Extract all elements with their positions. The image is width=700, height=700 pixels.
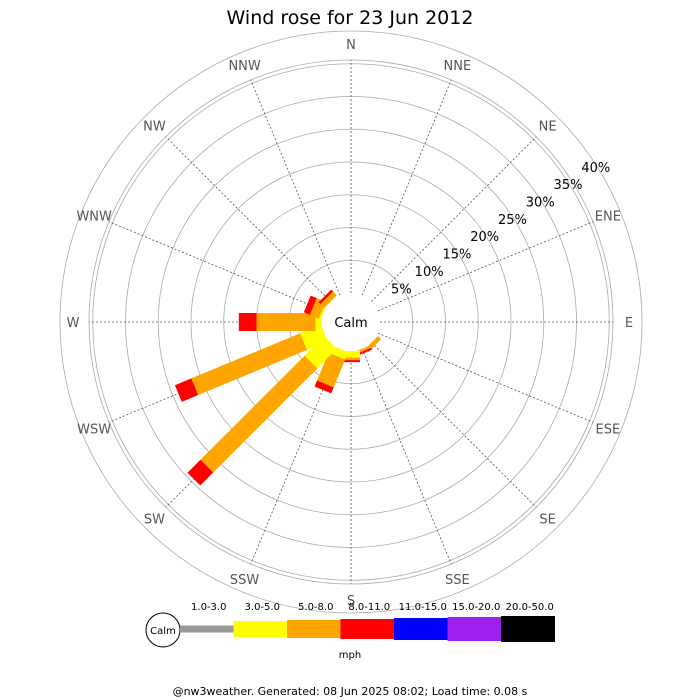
bar-w-bin-2 [256, 313, 316, 331]
direction-label-ene: ENE [595, 210, 621, 225]
spoke-ene [377, 221, 594, 312]
legend-swatch-1 [233, 621, 288, 637]
bar-wsw-bin-3 [174, 378, 199, 402]
legend-bin-label: 15.0-20.0 [452, 602, 500, 613]
legend-bin-label: 3.0-5.0 [245, 602, 280, 613]
ring-label: 15% [442, 248, 471, 263]
legend-unit: mph [339, 650, 361, 661]
bar-wsw-bin-2 [191, 333, 308, 396]
legend-swatch-5 [447, 617, 502, 641]
legend-swatch-0 [180, 625, 234, 633]
bar-wnw-bin-3 [303, 295, 317, 315]
legend-bin-label: 1.0-3.0 [191, 602, 226, 613]
grid-ring [223, 194, 479, 450]
spoke-nne [361, 79, 452, 296]
direction-label-sse: SSE [445, 573, 470, 588]
spoke-se [371, 342, 537, 508]
direction-label-s: S [347, 594, 355, 609]
direction-label-ssw: SSW [230, 573, 260, 588]
legend-swatch-4 [394, 618, 448, 640]
bar-nw-bin-3 [318, 289, 334, 305]
spoke-sse [361, 348, 452, 565]
bar-ssw-bin-2 [317, 352, 346, 388]
calm-label: Calm [334, 316, 367, 331]
bar-nw-bin-2 [320, 291, 337, 308]
direction-label-e: E [625, 316, 633, 331]
bar-w-bin-3 [238, 313, 257, 331]
legend: Calm 1.0-3.0 3.0-5.0 5.0-8.0 8.0-11.0 11.0-15… [145, 602, 555, 661]
direction-label-sw: SW [144, 513, 165, 528]
bar-s-bin-3 [342, 360, 360, 363]
direction-labels: N NNE NE ENE E ESE SE SSE S SSW SW WSW W WNW NW NNW [67, 38, 634, 609]
direction-label-se: SE [539, 513, 555, 528]
direction-label-ne: NE [539, 119, 557, 134]
ring-label: 5% [391, 282, 412, 297]
bar-s-bin-2 [342, 357, 360, 361]
footer-text: @nw3weather. Generated: 08 Jun 2025 08:0… [173, 685, 528, 698]
grid-ring [190, 161, 512, 483]
spoke-ssw [250, 348, 341, 565]
bar-sw-bin-1 [304, 336, 337, 369]
ring-label: 30% [526, 196, 555, 211]
direction-label-nnw: NNW [228, 59, 260, 74]
grid-ring [157, 128, 545, 516]
legend-swatch-2 [287, 620, 341, 638]
spoke-nw [165, 136, 331, 302]
bar-sw-bin-2 [200, 355, 318, 473]
legend-swatch-6 [501, 616, 555, 642]
direction-label-wnw: WNW [76, 210, 112, 225]
direction-label-w: W [67, 316, 80, 331]
spoke-ese [377, 332, 594, 423]
ring-label: 35% [554, 178, 583, 193]
legend-bin-label: 11.0-15.0 [399, 602, 447, 613]
direction-label-ese: ESE [595, 422, 620, 437]
legend-bin-label: 5.0-8.0 [298, 602, 333, 613]
ring-label: 40% [581, 161, 610, 176]
bar-ssw-bin-3 [314, 380, 334, 394]
spoke-wnw [108, 221, 325, 312]
ring-label: 10% [415, 265, 444, 280]
bar-wsw-bin-1 [300, 324, 328, 350]
direction-label-wsw: WSW [77, 422, 111, 437]
direction-label-nw: NW [143, 119, 166, 134]
ring-label: 25% [498, 213, 527, 228]
bar-sw-bin-3 [187, 459, 214, 486]
legend-calm-label: Calm [150, 626, 176, 637]
calm-circle: Calm [326, 297, 376, 347]
legend-bin-label: 20.0-50.0 [506, 602, 554, 613]
ring-labels: 5%10% 15% 20% 25% 30% 35% 40% [391, 161, 610, 297]
direction-label-n: N [346, 38, 356, 53]
spoke-ne [371, 136, 537, 302]
legend-swatch-3 [340, 619, 395, 639]
chart-title: Wind rose for 23 Jun 2012 [227, 7, 474, 29]
spoke-nnw [250, 79, 341, 296]
legend-bin-label: 8.0-11.0 [348, 602, 390, 613]
wind-bars [174, 289, 382, 486]
grid-ring [59, 30, 643, 614]
ring-label: 20% [470, 230, 499, 245]
direction-label-nne: NNE [444, 59, 472, 74]
